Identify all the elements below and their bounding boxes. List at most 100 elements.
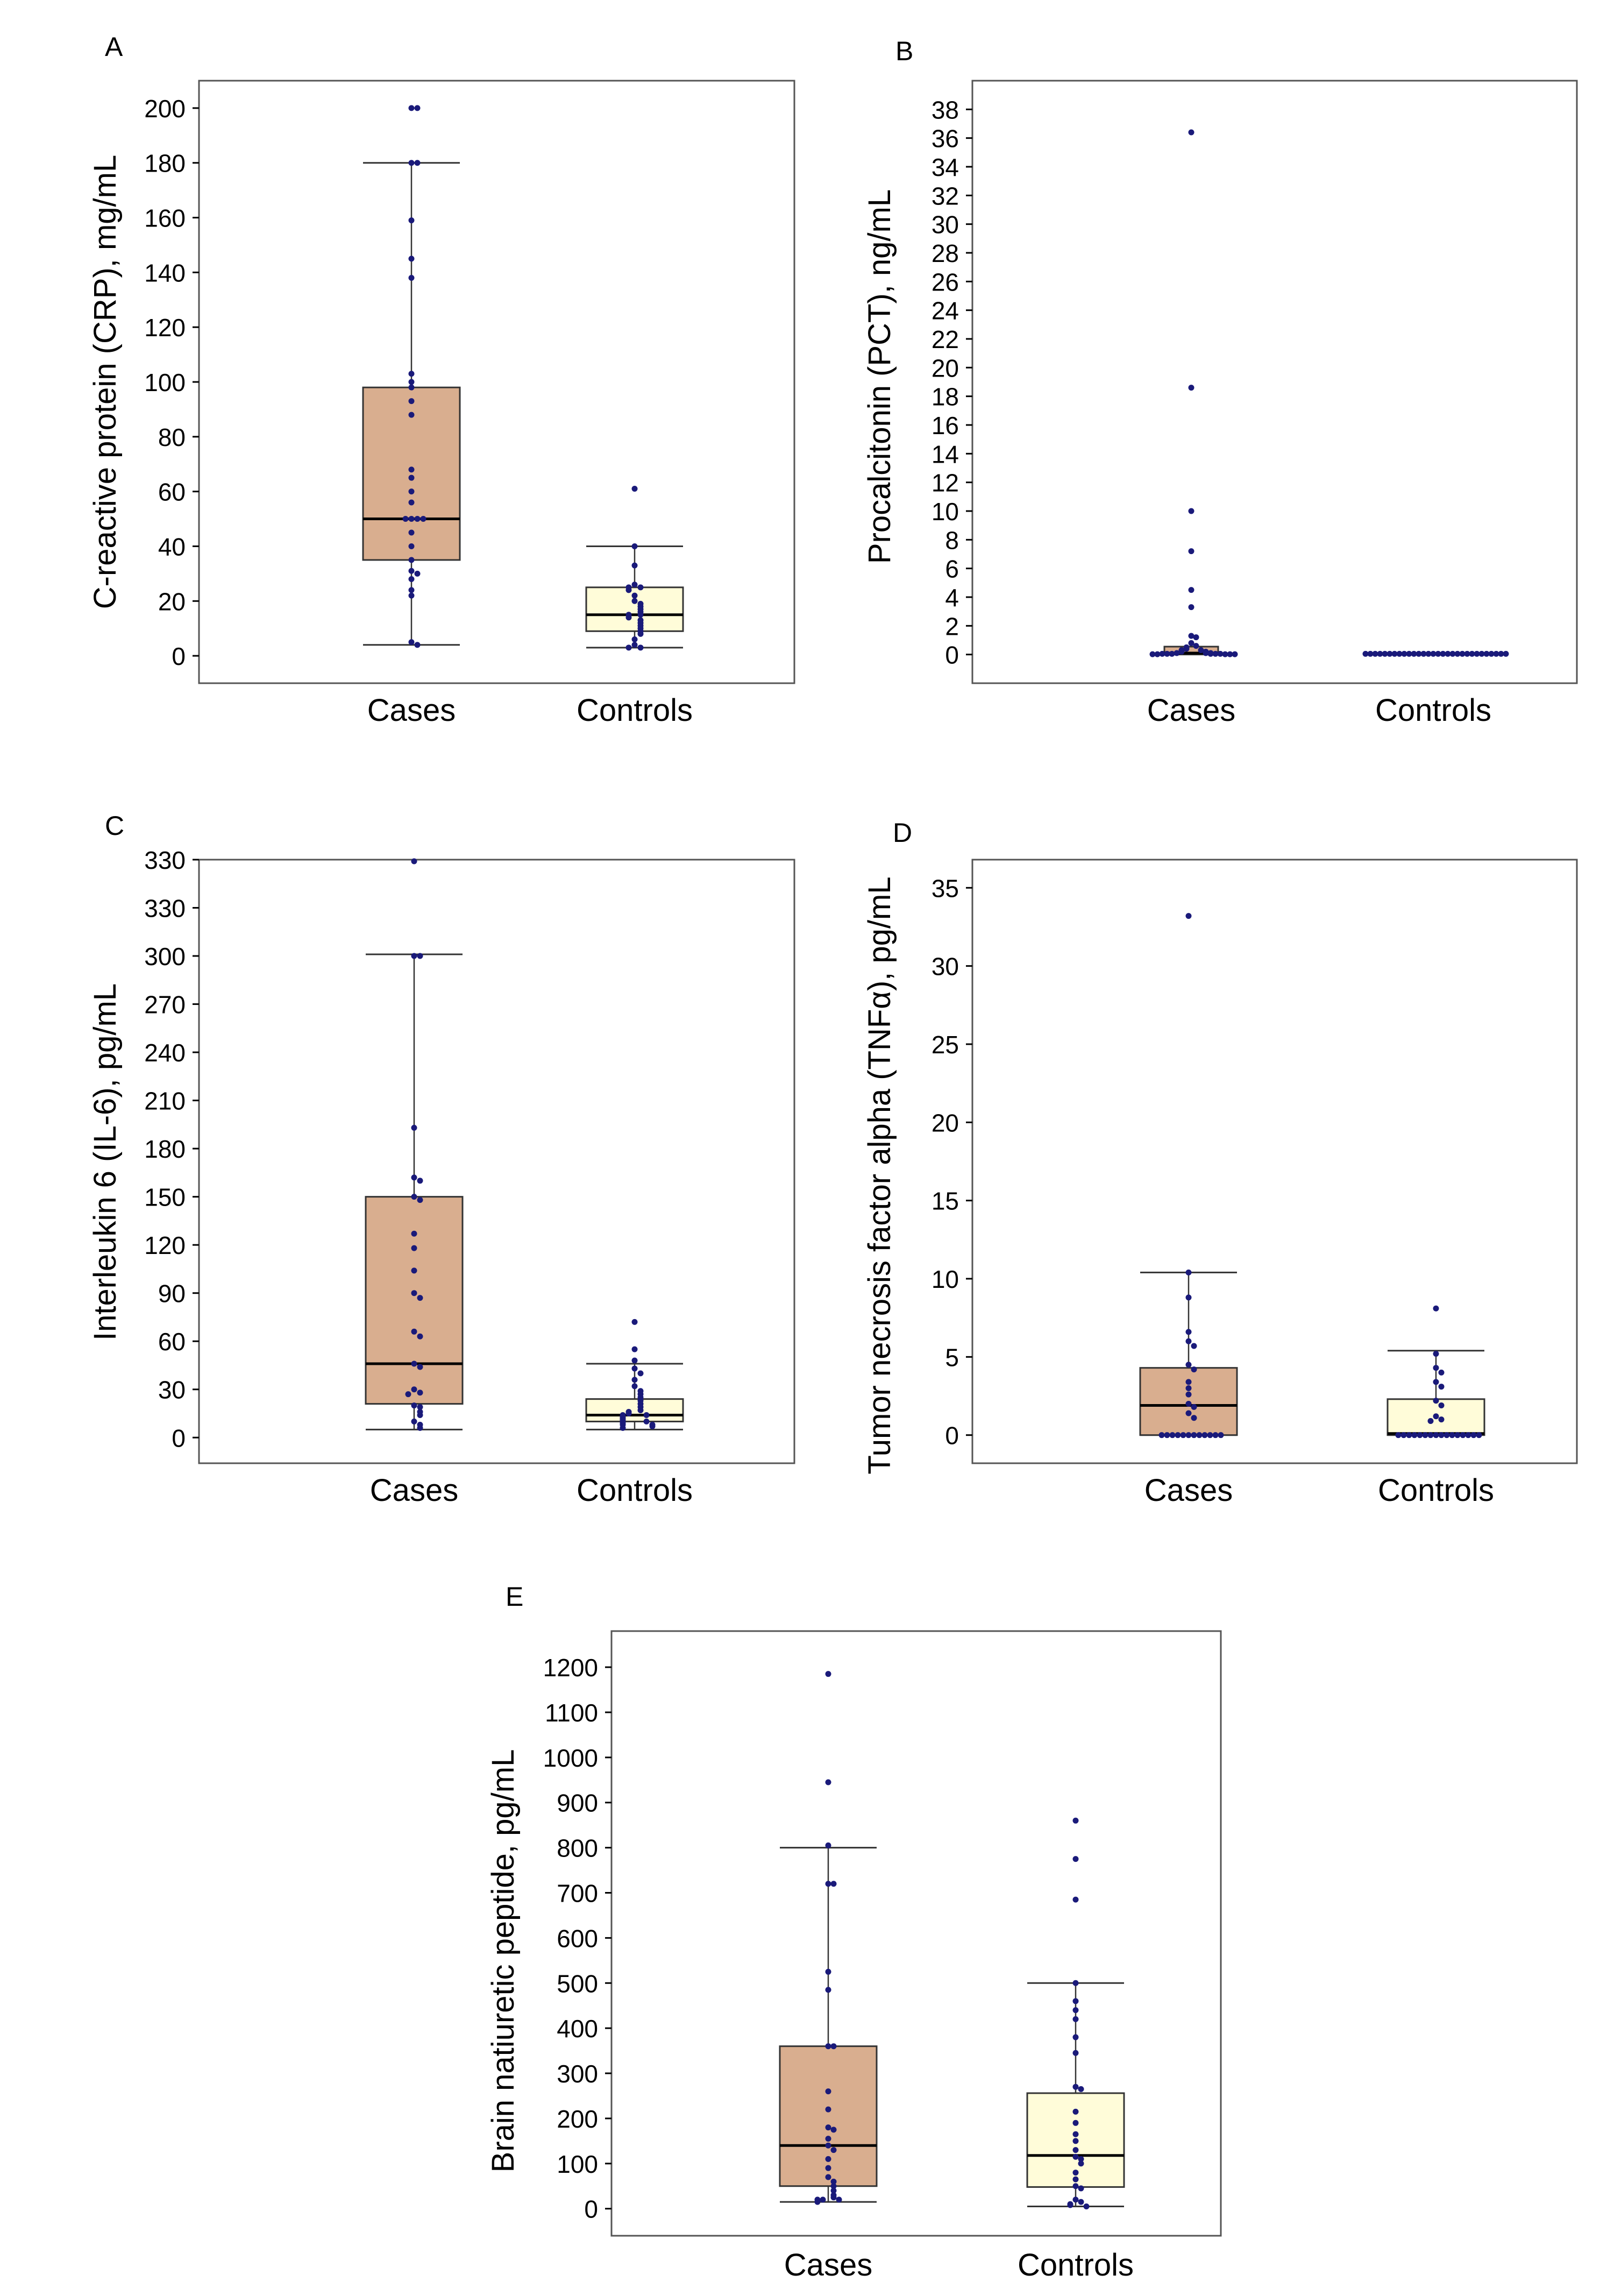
y-axis-label-e: Brain natiuretic peptide, pg/mL: [486, 1749, 521, 2173]
data-point-cases-d-23: [1164, 1432, 1170, 1438]
data-point-cases-e-14: [825, 2142, 831, 2149]
y-tick-label-d-1: 5: [945, 1343, 959, 1371]
data-point-controls-a-23: [631, 642, 638, 648]
y-tick-label-c-3: 90: [158, 1280, 186, 1308]
data-point-controls-b-22: [1377, 650, 1383, 657]
y-tick-label-a-8: 160: [144, 204, 186, 232]
data-point-controls-a-24: [637, 644, 644, 651]
data-point-cases-c-26: [417, 1425, 423, 1431]
data-point-controls-c-0: [631, 1319, 638, 1325]
data-point-cases-d-24: [1212, 1432, 1219, 1438]
y-tick-label-c-9: 270: [144, 991, 186, 1019]
data-point-controls-e-22: [1078, 2185, 1084, 2192]
data-point-cases-c-2: [417, 953, 423, 959]
data-point-controls-b-8: [1411, 650, 1417, 657]
y-tick-label-d-5: 25: [932, 1031, 959, 1059]
data-point-cases-d-19: [1175, 1432, 1181, 1438]
y-tick-label-b-10: 20: [932, 354, 959, 382]
data-point-cases-b-29: [1232, 651, 1238, 657]
points-group-b: [1149, 129, 1509, 657]
data-point-cases-c-3: [411, 1124, 417, 1131]
data-point-controls-e-5: [1072, 2007, 1079, 2014]
y-axis-ticks-a: 0 20 40 60 80 100 120 140 160 180 200: [144, 95, 199, 670]
y-tick-label-e-0: 0: [584, 2195, 598, 2223]
y-tick-label-c-11: 330: [144, 895, 186, 923]
data-point-cases-c-6: [411, 1194, 417, 1200]
x-category-controls-a: Controls: [577, 693, 693, 728]
data-point-controls-b-21: [1483, 650, 1490, 657]
data-point-controls-b-26: [1367, 650, 1374, 657]
panel-a: A C-reactive protein (CRP), mg/mL 0 20 40 6…: [88, 32, 795, 728]
x-category-cases-d: Cases: [1144, 1473, 1233, 1508]
panel-label-e: E: [506, 1582, 523, 1612]
data-point-controls-e-23: [1072, 2196, 1079, 2203]
data-point-controls-a-4: [637, 584, 644, 591]
y-tick-label-a-9: 180: [144, 150, 186, 178]
data-point-controls-d-16: [1449, 1432, 1455, 1438]
panel-label-a: A: [105, 32, 123, 62]
data-point-cases-b-1: [1188, 385, 1194, 391]
data-point-controls-e-2: [1072, 1896, 1079, 1903]
data-point-cases-d-20: [1201, 1432, 1208, 1438]
data-point-cases-b-22: [1164, 650, 1170, 657]
data-point-cases-a-16: [408, 516, 415, 522]
data-point-controls-e-21: [1072, 2183, 1079, 2189]
plot-frame-d: [971, 859, 1578, 1464]
data-point-controls-d-24: [1470, 1432, 1477, 1438]
data-point-cases-d-12: [1191, 1404, 1197, 1410]
data-point-cases-d-15: [1185, 1432, 1192, 1438]
data-point-controls-e-0: [1072, 1817, 1079, 1824]
data-point-cases-b-20: [1169, 650, 1175, 657]
data-point-cases-a-25: [408, 576, 415, 583]
data-point-controls-e-7: [1072, 2034, 1079, 2040]
y-tick-label-d-0: 0: [945, 1422, 959, 1450]
data-point-cases-e-24: [820, 2196, 826, 2203]
data-point-cases-a-10: [408, 398, 415, 405]
data-point-controls-d-6: [1433, 1398, 1439, 1404]
y-axis-ticks-e: 0 100 200 300 400 500 600 700 800 900 1000 1100 1200: [543, 1654, 611, 2223]
data-point-cases-b-12: [1198, 647, 1204, 654]
y-axis-label-c: Interleukin 6 (IL-6), pg/mL: [88, 983, 123, 1341]
y-tick-label-b-0: 0: [945, 641, 959, 669]
data-point-cases-d-13: [1185, 1410, 1192, 1416]
data-point-cases-d-2: [1185, 1294, 1192, 1301]
data-point-cases-a-7: [408, 371, 415, 377]
y-tick-label-b-2: 4: [945, 584, 959, 612]
data-point-controls-b-29: [1503, 650, 1509, 657]
data-point-controls-b-12: [1401, 650, 1407, 657]
data-point-cases-b-9: [1193, 643, 1199, 649]
data-point-controls-a-3: [631, 582, 638, 588]
y-tick-label-a-4: 80: [158, 423, 186, 451]
data-point-controls-e-27: [1083, 2203, 1090, 2209]
data-point-cases-e-25: [836, 2196, 842, 2203]
points-group-e: [814, 1671, 1090, 2209]
y-tick-label-e-1: 100: [557, 2150, 598, 2178]
data-point-cases-c-1: [411, 953, 417, 959]
y-tick-label-a-7: 140: [144, 259, 186, 287]
data-point-controls-d-13: [1427, 1432, 1434, 1438]
data-point-controls-b-18: [1386, 650, 1393, 657]
data-point-controls-b-3: [1440, 650, 1446, 657]
data-point-controls-e-24: [1078, 2199, 1084, 2205]
y-tick-label-e-5: 500: [557, 1969, 598, 1997]
panel-label-d: D: [893, 818, 912, 848]
data-point-cases-b-17: [1174, 650, 1180, 656]
data-point-controls-d-15: [1422, 1432, 1428, 1438]
x-category-controls-e: Controls: [1018, 2248, 1134, 2283]
box-controls-c: [585, 1398, 684, 1422]
y-tick-label-b-14: 28: [932, 239, 959, 267]
data-point-cases-e-18: [825, 2174, 831, 2180]
data-point-controls-c-1: [631, 1346, 638, 1352]
data-point-cases-a-6: [408, 275, 415, 281]
data-point-cases-a-24: [414, 570, 421, 577]
data-point-cases-e-0: [825, 1671, 831, 1677]
data-point-controls-c-13: [637, 1407, 644, 1414]
data-point-cases-a-4: [408, 217, 415, 224]
y-tick-label-b-17: 34: [932, 153, 959, 181]
data-point-cases-b-0: [1188, 129, 1194, 136]
panel-e: E Brain natiuretic peptide, pg/mL 0 100 20…: [486, 1582, 1222, 2283]
x-category-controls-b: Controls: [1375, 693, 1491, 728]
data-point-controls-e-10: [1078, 2086, 1084, 2092]
